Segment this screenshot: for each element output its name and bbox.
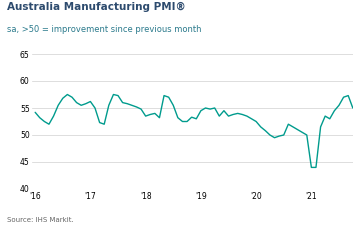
Text: sa, >50 = improvement since previous month: sa, >50 = improvement since previous mon…	[7, 25, 202, 34]
Text: Source: IHS Markit.: Source: IHS Markit.	[7, 217, 74, 223]
Text: Australia Manufacturing PMI®: Australia Manufacturing PMI®	[7, 2, 186, 12]
